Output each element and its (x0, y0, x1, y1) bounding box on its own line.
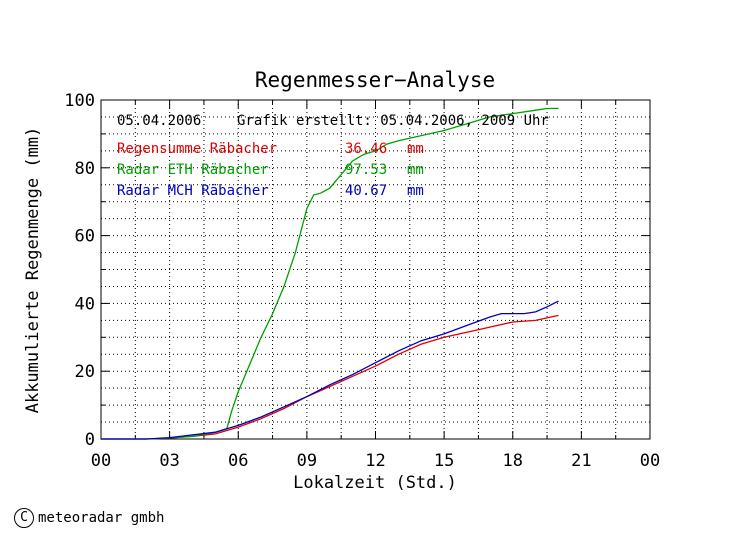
created-label: Grafik erstellt: 05.04.2006, 2009 Uhr (237, 113, 549, 129)
legend-value: 36.46 (345, 141, 387, 157)
y-tick-label: 80 (75, 159, 95, 179)
y-tick-label: 100 (64, 91, 95, 111)
x-tick-label: 03 (159, 451, 179, 471)
legend-unit: mm (407, 162, 424, 178)
legend-unit: mm (407, 141, 424, 157)
copyright-text: meteoradar gmbh (38, 510, 165, 526)
x-tick-label: 06 (228, 451, 248, 471)
legend-value: 97.53 (345, 162, 387, 178)
y-tick-label: 20 (75, 362, 95, 382)
series-line-2 (101, 107, 559, 440)
legend-name: Regensumme Räbacher (117, 141, 277, 157)
date-label: 05.04.2006 (117, 113, 201, 129)
x-tick-label: 09 (297, 451, 317, 471)
legend-value: 40.67 (345, 183, 387, 199)
legend-name: Radar MCH Räbacher (117, 183, 269, 199)
x-tick-label: 00 (91, 451, 111, 471)
copyright-icon: C (14, 508, 34, 528)
series-lines (101, 107, 559, 440)
y-tick-label: 60 (75, 227, 95, 247)
x-tick-label: 15 (434, 451, 454, 471)
grid (101, 100, 650, 439)
y-tick-label: 40 (75, 294, 95, 314)
x-tick-label: 12 (365, 451, 385, 471)
y-axis-label: Akkumulierte Regenmenge (mm) (23, 127, 43, 414)
legend: Regensumme Räbacher 36.46 mm Radar ETH Räba… (117, 141, 424, 199)
x-tick-label: 18 (503, 451, 523, 471)
legend-unit: mm (407, 183, 424, 199)
y-tick-label: 0 (85, 430, 95, 450)
series-line-3 (101, 300, 559, 440)
x-tick-label: 00 (640, 451, 660, 471)
x-tick-label: 21 (571, 451, 591, 471)
x-axis-label: Lokalzeit (Std.) (293, 473, 457, 493)
chart-title: Regenmesser−Analyse (255, 68, 495, 92)
legend-name: Radar ETH Räbacher (117, 162, 269, 178)
